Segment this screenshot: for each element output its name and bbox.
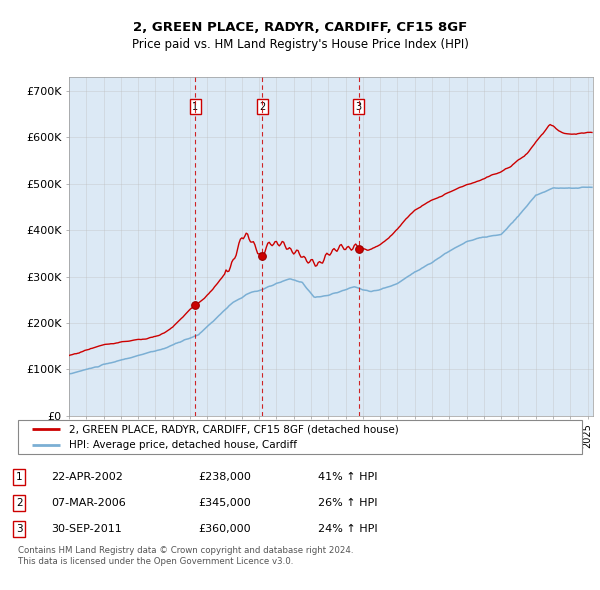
- Text: Contains HM Land Registry data © Crown copyright and database right 2024.: Contains HM Land Registry data © Crown c…: [18, 546, 353, 555]
- Text: 1: 1: [16, 472, 23, 481]
- Text: This data is licensed under the Open Government Licence v3.0.: This data is licensed under the Open Gov…: [18, 558, 293, 566]
- Text: £360,000: £360,000: [198, 524, 251, 533]
- Text: 2, GREEN PLACE, RADYR, CARDIFF, CF15 8GF (detached house): 2, GREEN PLACE, RADYR, CARDIFF, CF15 8GF…: [69, 424, 398, 434]
- Text: 07-MAR-2006: 07-MAR-2006: [51, 498, 126, 507]
- Text: 3: 3: [355, 102, 362, 112]
- Text: 24% ↑ HPI: 24% ↑ HPI: [318, 524, 377, 533]
- Text: 2: 2: [259, 102, 265, 112]
- Text: 2, GREEN PLACE, RADYR, CARDIFF, CF15 8GF: 2, GREEN PLACE, RADYR, CARDIFF, CF15 8GF: [133, 21, 467, 34]
- Text: 26% ↑ HPI: 26% ↑ HPI: [318, 498, 377, 507]
- Text: £238,000: £238,000: [198, 472, 251, 481]
- Text: HPI: Average price, detached house, Cardiff: HPI: Average price, detached house, Card…: [69, 440, 297, 450]
- Text: 1: 1: [193, 102, 199, 112]
- Text: 41% ↑ HPI: 41% ↑ HPI: [318, 472, 377, 481]
- Text: Price paid vs. HM Land Registry's House Price Index (HPI): Price paid vs. HM Land Registry's House …: [131, 38, 469, 51]
- Text: £345,000: £345,000: [198, 498, 251, 507]
- Text: 3: 3: [16, 524, 23, 533]
- Text: 22-APR-2002: 22-APR-2002: [51, 472, 123, 481]
- Text: 30-SEP-2011: 30-SEP-2011: [51, 524, 122, 533]
- Text: 2: 2: [16, 498, 23, 507]
